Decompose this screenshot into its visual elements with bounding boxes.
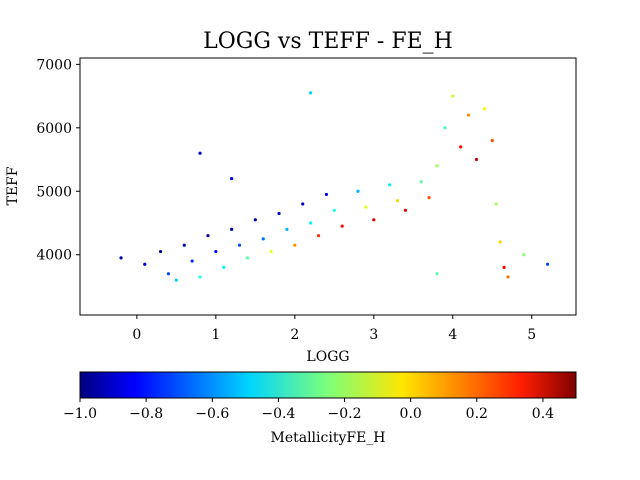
scatter-point [166,272,171,276]
scatter-point [427,196,431,200]
scatter-point [237,243,242,247]
x-tick-label: 2 [290,327,299,343]
scatter-point [253,218,257,222]
scatter-point [498,240,502,244]
scatter-point [435,164,439,168]
y-tick-label: 6000 [36,121,72,137]
scatter-point [388,183,392,187]
scatter-point [502,265,506,270]
scatter-point [419,180,423,184]
scatter-point [459,145,463,149]
plot-frame [79,57,577,316]
scatter-point [522,253,526,257]
scatter-point [309,221,313,225]
scatter-point [245,256,250,260]
scatter-point [435,272,439,276]
scatter-point [285,227,289,231]
scatter-point [182,243,186,247]
scatter-point [119,256,123,260]
x-axis: 0 1 2 3 4 5 [132,315,536,343]
colorbar-label: MetallicityFE_H [270,430,385,446]
chart-title: LOGG vs TEFF - FE_H [203,29,453,54]
scatter-point [506,275,510,279]
scatter-point [222,265,226,270]
scatter-point [340,224,344,228]
scatter-point [324,192,329,197]
colorbar-tick-label: −0.8 [129,406,163,422]
scatter-point [198,275,202,279]
x-tick-label: 3 [369,327,378,343]
scatter-point [443,126,447,130]
colorbar-ticks: −1.0 −0.8 −0.6 −0.4 −0.2 0.0 0.2 0.4 [63,398,554,422]
x-axis-label: LOGG [306,349,349,365]
scatter-point [451,94,455,98]
scatter-point [293,243,297,247]
scatter-point [466,113,471,117]
x-tick-label: 0 [132,327,141,343]
scatter-point [309,91,313,95]
scatter-point [261,237,265,241]
y-axis: 4000 5000 6000 7000 [36,57,80,264]
scatter-point [316,234,321,238]
scatter-point [545,262,550,266]
scatter-point [214,249,218,254]
scatter-point [206,234,210,238]
scatter-point [269,249,273,254]
scatter-point [198,151,202,155]
scatter-point [482,107,486,111]
scatter-points [119,91,550,282]
y-axis-label: TEFF [5,166,21,205]
scatter-point [277,211,281,216]
colorbar [79,371,577,399]
scatter-point [174,278,178,282]
scatter-point [474,157,479,162]
scatter-point [332,208,336,212]
scatter-point [494,202,498,206]
scatter-point [395,199,400,203]
colorbar-tick-label: 0.2 [466,406,488,422]
scatter-point [356,189,360,193]
scatter-point [143,262,147,266]
colorbar-tick-label: −0.4 [261,406,295,422]
scatter-point [403,208,407,212]
x-tick-label: 1 [211,327,220,343]
scatter-point [490,138,494,143]
x-tick-label: 4 [448,327,457,343]
scatter-point [301,202,305,206]
scatter-point [158,249,163,254]
colorbar-tick-label: 0.0 [400,406,422,422]
scatter-point [372,218,376,222]
x-tick-label: 5 [527,327,536,343]
scatter-point [230,176,234,181]
scatter-point [190,259,194,263]
y-tick-label: 4000 [36,248,72,264]
colorbar-tick-label: −1.0 [63,406,97,422]
scatter-point [230,227,234,231]
scatter-point [364,205,368,209]
y-tick-label: 5000 [36,184,72,200]
colorbar-tick-label: 0.4 [532,406,554,422]
colorbar-tick-label: −0.6 [195,406,229,422]
colorbar-tick-label: −0.2 [328,406,362,422]
y-tick-label: 7000 [36,57,72,73]
